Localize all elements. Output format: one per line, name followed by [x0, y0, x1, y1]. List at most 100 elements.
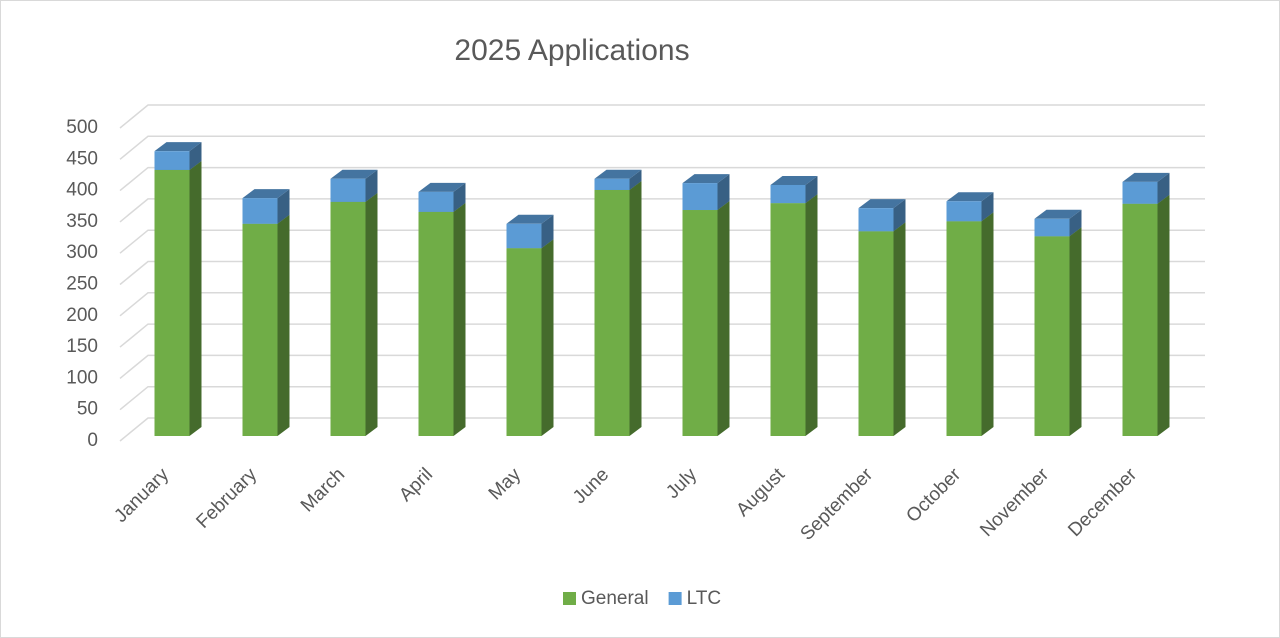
y-tick-label: 400: [66, 180, 98, 201]
bar-top: [242, 189, 290, 199]
bar-side: [981, 192, 994, 222]
bar: [682, 201, 730, 436]
bar-front: [594, 189, 630, 436]
bar-front: [682, 183, 718, 211]
bar: [770, 175, 818, 204]
bar: [858, 199, 906, 232]
bar: [154, 160, 202, 436]
bar-side: [893, 199, 906, 232]
bar: [594, 180, 642, 436]
bar-top: [1034, 209, 1082, 219]
bar: [1122, 172, 1170, 204]
bar-side: [629, 180, 642, 436]
bar-front: [154, 151, 190, 170]
grid-line: [119, 166, 1205, 192]
bar-front: [1122, 203, 1158, 436]
grid-line: [119, 417, 1205, 442]
bar-front: [330, 201, 366, 436]
y-tick-label: 350: [66, 211, 98, 232]
bar-side: [189, 160, 202, 436]
bar-top: [154, 142, 202, 152]
bar-front: [1034, 236, 1070, 436]
bar-side: [805, 175, 818, 204]
bar-top: [858, 199, 906, 209]
bar-top: [770, 175, 818, 185]
bar-front: [946, 201, 982, 222]
bar-front: [858, 208, 894, 232]
bar-side: [453, 182, 466, 212]
bar-front: [154, 169, 190, 436]
bar-front: [682, 210, 718, 436]
grid-line: [119, 229, 1205, 254]
bar-front: [418, 211, 454, 436]
bar: [506, 239, 554, 436]
y-tick-label: 50: [77, 399, 98, 420]
grid-line: [119, 292, 1205, 317]
bar-side: [1157, 194, 1170, 436]
grid-line: [119, 323, 1205, 348]
bar-front: [242, 198, 278, 224]
bar: [418, 182, 466, 212]
grid-line: [119, 260, 1205, 286]
bar-top: [330, 169, 378, 179]
y-tick-label: 200: [66, 305, 98, 326]
bar-side: [717, 201, 730, 436]
bar: [330, 192, 378, 436]
y-tick-label: 450: [66, 148, 98, 169]
bar-side: [629, 169, 642, 190]
legend-swatch: [563, 592, 576, 605]
bar-side: [981, 212, 994, 436]
bar-top: [594, 169, 642, 179]
bar: [1122, 194, 1170, 436]
bar: [946, 212, 994, 436]
chart-title: 2025 Applications: [454, 34, 689, 67]
bar-front: [858, 231, 894, 436]
bar-front: [506, 248, 542, 436]
bar-front: [594, 178, 630, 190]
grid-line: [119, 385, 1205, 411]
bar-top: [418, 182, 466, 192]
bar-front: [418, 191, 454, 212]
grid-line: [119, 135, 1205, 160]
bar: [506, 214, 554, 249]
bar-side: [277, 214, 290, 436]
bar: [242, 214, 290, 436]
bar-top: [682, 174, 730, 184]
grid-line: [119, 354, 1205, 379]
bar-side: [1069, 227, 1082, 436]
bar-side: [1069, 209, 1082, 237]
bar: [242, 189, 290, 224]
bar: [1034, 209, 1082, 237]
bar-front: [1034, 218, 1070, 237]
bar-front: [770, 184, 806, 204]
legend-swatch: [668, 592, 682, 605]
legend-label: General: [581, 588, 649, 609]
legend-label: LTC: [687, 588, 721, 609]
bar: [682, 174, 730, 211]
bar-front: [946, 221, 982, 436]
bar: [946, 192, 994, 222]
y-tick-label: 0: [87, 430, 98, 451]
bar-side: [277, 189, 290, 224]
grid-line: [119, 104, 1205, 129]
bar-side: [453, 202, 466, 436]
bar: [770, 194, 818, 436]
y-tick-label: 500: [66, 117, 98, 138]
y-tick-label: 100: [66, 367, 98, 388]
bar-front: [770, 203, 806, 436]
bar: [154, 142, 202, 170]
bar-top: [1122, 172, 1170, 182]
bar-side: [365, 169, 378, 202]
bar-front: [330, 178, 366, 202]
bar-front: [1122, 181, 1158, 204]
bar-side: [893, 222, 906, 436]
bar-side: [541, 214, 554, 249]
bar-side: [1157, 172, 1170, 204]
bar: [858, 222, 906, 436]
bar-top: [506, 214, 554, 224]
bar: [418, 202, 466, 436]
y-tick-label: 250: [66, 274, 98, 295]
bar-side: [365, 192, 378, 436]
bar: [330, 169, 378, 202]
bar-side: [717, 174, 730, 211]
